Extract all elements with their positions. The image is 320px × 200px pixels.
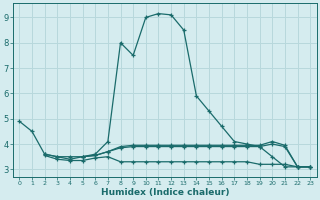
X-axis label: Humidex (Indice chaleur): Humidex (Indice chaleur) xyxy=(100,188,229,197)
